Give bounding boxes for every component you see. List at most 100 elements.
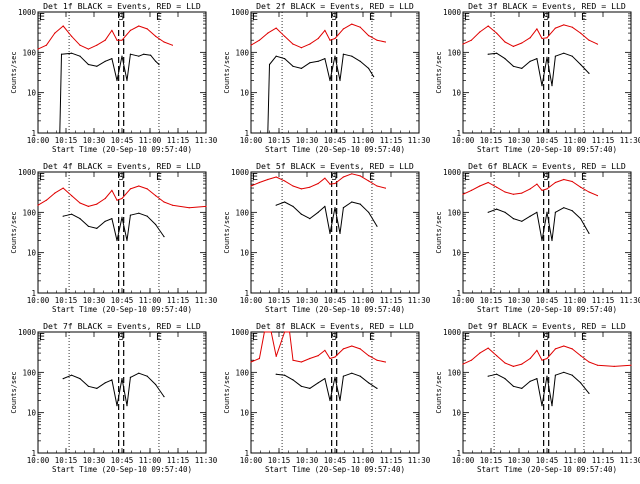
x-axis-label: Start Time (20-Sep-10 09:57:40) bbox=[52, 465, 192, 474]
lld-data-point bbox=[479, 352, 481, 354]
panel-7: Det 7f BLACK = Events, RED = LLD 1 10 100 10… bbox=[10, 321, 218, 474]
lld-data-point bbox=[496, 32, 498, 34]
x-axis-label: Start Time (20-Sep-10 09:57:40) bbox=[477, 145, 617, 154]
y-tick-label: 1000 bbox=[18, 328, 37, 337]
events-data-point bbox=[546, 56, 548, 59]
x-axis-label: Start Time (20-Sep-10 09:57:40) bbox=[265, 145, 405, 154]
events-data-point bbox=[496, 373, 498, 375]
y-tick-label: 10 bbox=[27, 89, 37, 98]
y-tick-label: 100 bbox=[447, 368, 461, 377]
events-data-point bbox=[317, 60, 319, 62]
x-tick-label: 11:30 bbox=[408, 136, 431, 145]
lld-data-point bbox=[300, 188, 302, 190]
events-data-point bbox=[104, 220, 106, 222]
lld-data-point bbox=[546, 37, 548, 39]
lld-data-point bbox=[359, 26, 361, 28]
lld-data-point bbox=[146, 188, 148, 190]
lld-data-point bbox=[571, 26, 573, 28]
lld-series-line bbox=[250, 173, 386, 190]
lld-data-point bbox=[384, 187, 386, 189]
x-tick-label: 11:15 bbox=[592, 296, 615, 305]
y-tick-label: 100 bbox=[235, 48, 249, 57]
events-series-line bbox=[488, 207, 590, 241]
events-data-point bbox=[104, 60, 106, 62]
lld-data-point bbox=[351, 173, 353, 175]
events-data-point bbox=[121, 55, 123, 57]
events-data-point bbox=[317, 382, 319, 384]
end-marker: E bbox=[39, 332, 45, 343]
events-data-point bbox=[580, 382, 582, 384]
lld-data-point bbox=[258, 357, 260, 360]
lld-data-point bbox=[376, 185, 378, 187]
events-data-point bbox=[59, 132, 61, 134]
x-tick-label: 10:45 bbox=[111, 136, 134, 145]
lld-data-point bbox=[171, 204, 173, 206]
lld-data-point bbox=[270, 331, 272, 333]
end-marker: E bbox=[252, 332, 258, 343]
events-data-point bbox=[359, 375, 361, 377]
events-data-point bbox=[155, 383, 157, 386]
events-data-point bbox=[284, 374, 286, 376]
lld-data-point bbox=[512, 45, 515, 48]
events-data-point bbox=[351, 55, 353, 57]
lld-data-point bbox=[512, 193, 515, 195]
events-data-point bbox=[275, 55, 277, 57]
y-tick-label: 1 bbox=[456, 449, 461, 458]
lld-data-point bbox=[470, 39, 472, 41]
events-data-point bbox=[71, 374, 73, 376]
events-data-point bbox=[143, 53, 145, 55]
events-data-point bbox=[580, 63, 582, 66]
start-marker: S bbox=[331, 172, 337, 183]
y-tick-label: 1000 bbox=[18, 8, 37, 17]
events-data-point bbox=[554, 55, 557, 57]
events-data-point bbox=[126, 405, 128, 407]
lld-data-point bbox=[284, 180, 286, 182]
events-data-point bbox=[359, 60, 361, 62]
lld-data-point bbox=[62, 25, 64, 27]
y-tick-label: 1000 bbox=[18, 168, 37, 177]
events-data-point bbox=[504, 211, 506, 213]
x-tick-label: 10:15 bbox=[480, 456, 503, 465]
lld-data-point bbox=[317, 182, 319, 185]
lld-data-point bbox=[129, 188, 131, 190]
lld-data-point bbox=[342, 348, 344, 350]
events-data-point bbox=[129, 376, 131, 378]
events-data-point bbox=[300, 385, 302, 387]
panel-title: Det 7f BLACK = Events, RED = LLD bbox=[43, 321, 201, 331]
x-tick-label: 10:45 bbox=[111, 296, 134, 305]
panel-9: Det 9f BLACK = Events, RED = LLD 1 10 100 10… bbox=[435, 321, 640, 474]
x-tick-label: 10:45 bbox=[324, 456, 347, 465]
lld-data-point bbox=[504, 41, 506, 43]
lld-series-line bbox=[37, 25, 173, 50]
lld-data-point bbox=[351, 345, 353, 347]
events-data-point bbox=[546, 211, 548, 213]
events-data-point bbox=[368, 382, 370, 384]
lld-data-point bbox=[111, 189, 113, 191]
events-data-point bbox=[376, 387, 378, 389]
events-data-point bbox=[521, 220, 523, 222]
lld-data-point bbox=[258, 181, 260, 184]
lld-data-point bbox=[462, 363, 464, 365]
x-tick-label: 10:30 bbox=[83, 136, 106, 145]
lld-data-point bbox=[258, 39, 260, 41]
x-tick-label: 11:00 bbox=[352, 296, 375, 305]
events-data-point bbox=[129, 53, 131, 55]
lld-data-point bbox=[62, 187, 64, 189]
plot-frame bbox=[37, 171, 207, 294]
start-marker: S bbox=[118, 332, 124, 343]
lld-data-point bbox=[87, 205, 89, 207]
events-data-point bbox=[317, 211, 319, 213]
x-tick-label: 11:15 bbox=[380, 296, 403, 305]
x-tick-label: 10:00 bbox=[240, 296, 263, 305]
events-data-point bbox=[551, 405, 553, 407]
x-tick-label: 11:30 bbox=[195, 456, 218, 465]
lld-data-point bbox=[504, 362, 506, 364]
x-tick-label: 10:15 bbox=[268, 136, 291, 145]
lld-data-point bbox=[292, 43, 294, 45]
end-marker: E bbox=[39, 172, 45, 183]
events-data-point bbox=[329, 399, 331, 402]
lld-data-point bbox=[351, 23, 353, 25]
events-data-point bbox=[138, 55, 140, 57]
